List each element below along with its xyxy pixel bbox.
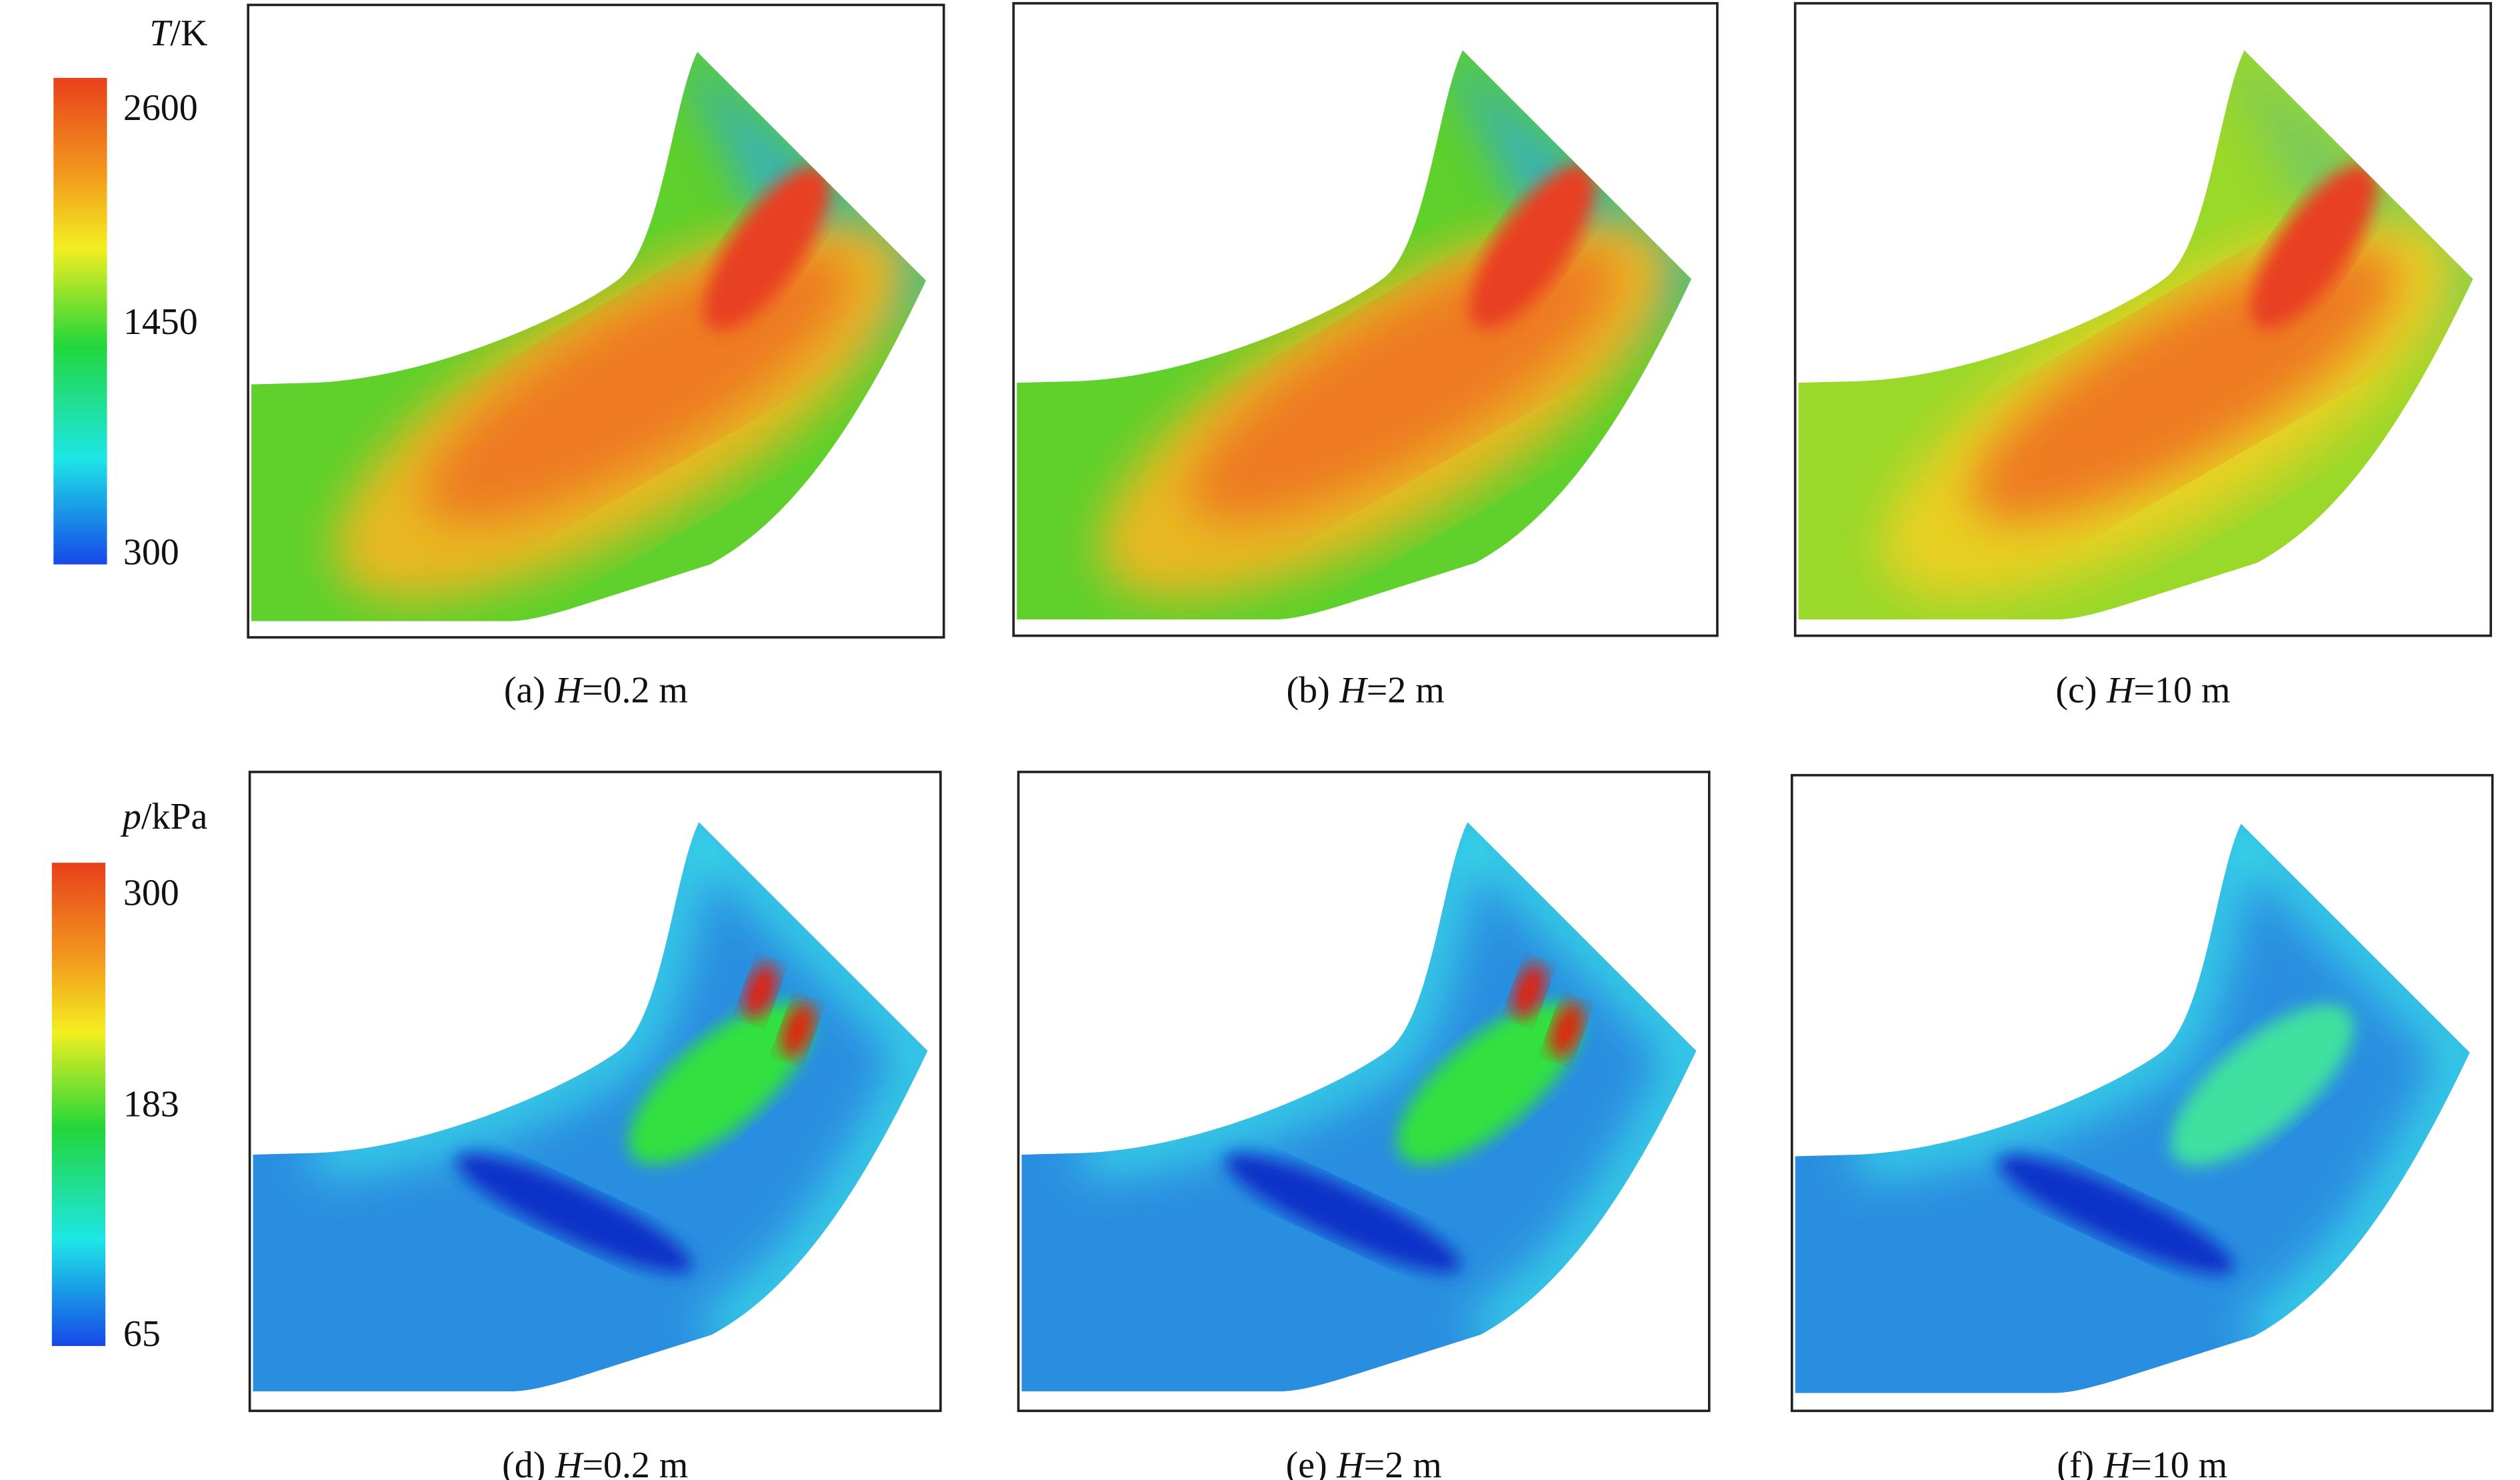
caption-label: (d)	[502, 1445, 545, 1480]
caption-value: =0.2 m	[582, 669, 688, 711]
caption-label: (c)	[2055, 669, 2097, 711]
panel-frame	[1793, 2, 2493, 637]
contour-panel	[253, 822, 928, 1392]
field-base	[1795, 823, 2470, 1393]
colorbar-tick-label: 1450	[123, 301, 198, 343]
caption-value: =10 m	[2134, 669, 2231, 711]
caption-symbol: H	[2106, 669, 2135, 711]
caption-value: =0.2 m	[582, 1445, 688, 1480]
colorbar	[51, 863, 106, 1346]
field	[1798, 50, 2473, 620]
field	[253, 822, 928, 1392]
high-spot	[1512, 963, 1547, 1019]
mid-zone	[628, 1002, 812, 1165]
panel-caption: (a) H=0.2 m	[504, 669, 688, 711]
hot-core	[2251, 164, 2377, 329]
colorbar-unit: /K	[170, 13, 207, 54]
colorbar-tick-label: 300	[123, 532, 179, 573]
contour-panel	[251, 51, 926, 621]
low-zone	[1224, 1153, 1461, 1273]
contour-panel	[1017, 50, 1692, 620]
panel-caption: (b) H=2 m	[1286, 669, 1444, 711]
hot-core	[704, 165, 831, 331]
caption-value: =2 m	[1364, 1445, 1442, 1480]
panel-frame	[248, 771, 942, 1413]
field-base	[1021, 822, 1697, 1392]
panel-caption: (e) H=2 m	[1286, 1445, 1442, 1480]
colorbar-title: T/K	[149, 13, 207, 54]
high-spot	[781, 1001, 815, 1058]
field	[1021, 822, 1697, 1392]
panel-caption: (f) H=10 m	[2057, 1445, 2227, 1480]
colorbar-tick-label: 300	[123, 872, 179, 913]
panel-frame	[1012, 2, 1719, 637]
colorbar-symbol: p	[120, 796, 141, 837]
field	[1017, 50, 1692, 620]
mid-zone	[2170, 1004, 2354, 1166]
caption-symbol: H	[555, 669, 584, 711]
colorbar-tick-label: 2600	[123, 87, 198, 129]
panel-caption: (d) H=0.2 m	[502, 1445, 688, 1480]
low-zone	[1998, 1155, 2235, 1275]
mid-zone	[1397, 1002, 1581, 1165]
panel-frame	[247, 3, 945, 639]
caption-symbol: H	[2103, 1445, 2133, 1480]
caption-value: =10 m	[2131, 1445, 2227, 1480]
colorbar-tick-label: 183	[123, 1083, 179, 1125]
panel-frame	[1791, 773, 2494, 1413]
field	[251, 51, 926, 621]
contour-panel	[1798, 50, 2473, 620]
caption-symbol: H	[1339, 669, 1368, 711]
contour-panel	[1795, 823, 2470, 1393]
field	[1795, 823, 2470, 1393]
panel-frame	[1017, 771, 1711, 1413]
caption-label: (b)	[1286, 669, 1329, 711]
caption-symbol: H	[555, 1445, 584, 1480]
caption-label: (e)	[1286, 1445, 1327, 1480]
high-spot	[1549, 1001, 1584, 1058]
caption-symbol: H	[1336, 1445, 1365, 1480]
contour-panel	[1021, 822, 1697, 1392]
colorbar-unit: /kPa	[141, 796, 208, 837]
colorbar-tick-label: 65	[123, 1313, 161, 1355]
low-zone	[455, 1153, 693, 1273]
colorbar	[53, 77, 107, 565]
caption-label: (f)	[2057, 1445, 2094, 1480]
panel-caption: (c) H=10 m	[2055, 669, 2230, 711]
colorbar-title: p/kPa	[120, 796, 208, 837]
colorbar-symbol: T	[149, 13, 173, 54]
caption-label: (a)	[504, 669, 545, 711]
hot-core	[1469, 164, 1596, 329]
high-spot	[743, 963, 778, 1019]
caption-value: =2 m	[1367, 669, 1445, 711]
field-base	[253, 822, 928, 1392]
